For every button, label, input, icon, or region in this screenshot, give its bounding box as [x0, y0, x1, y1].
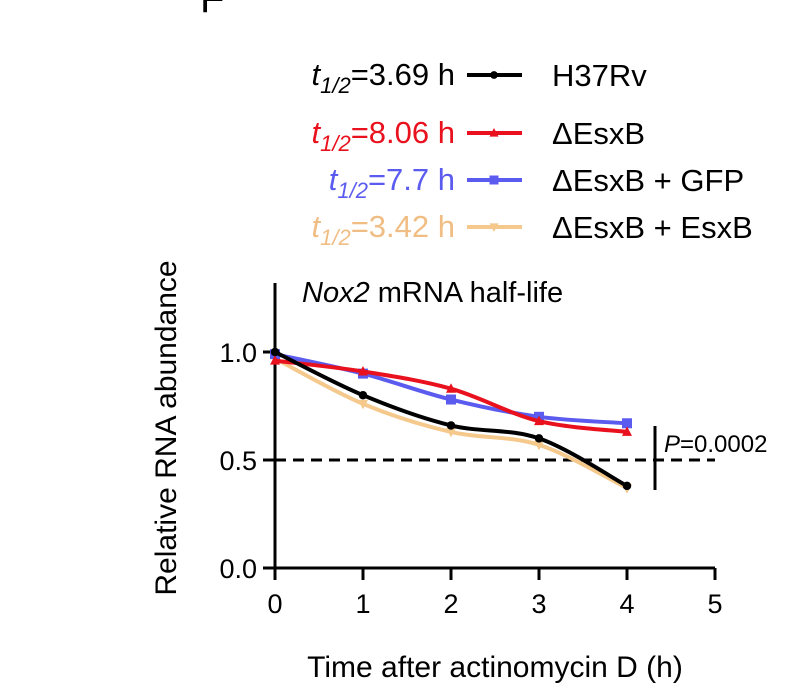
legend-half-life: t1/2=7.7 h: [329, 162, 455, 203]
axes: 0 1 2 3 4 5 0.0 0.5 1.0: [219, 283, 723, 619]
plot-title-rest: mRNA half-life: [370, 277, 563, 309]
half-life-sub: 1/2: [337, 178, 368, 203]
legend-label: ΔEsxB: [552, 116, 645, 151]
y-axis-label: Relative RNA abundance: [150, 260, 183, 595]
data-point: [446, 383, 456, 393]
legend-marker: [489, 223, 499, 232]
x-tick-label: 1: [355, 589, 370, 619]
data-point: [446, 427, 456, 438]
legend-half-life: t1/2=3.69 h: [311, 57, 455, 98]
legend-entry-1: t1/2=8.06 h ΔEsxB: [311, 115, 645, 156]
half-life-value: =3.42 h: [351, 209, 455, 244]
p-value-annotation: P=0.0002: [664, 431, 767, 458]
data-point: [270, 355, 280, 365]
x-tick-label: 4: [619, 589, 634, 619]
data-point: [534, 434, 544, 443]
half-life-sub: 1/2: [320, 225, 351, 250]
data-point: [622, 481, 632, 491]
legend-half-life: t1/2=8.06 h: [311, 115, 455, 156]
data-point: [622, 418, 632, 429]
half-life-sub: 1/2: [320, 131, 351, 156]
half-life-value: =3.69 h: [351, 57, 455, 92]
panel-letter: F: [200, 0, 224, 21]
legend-entry-0: t1/2=3.69 h H37Rv: [311, 57, 647, 98]
data-point: [446, 421, 456, 430]
half-life-value: =7.7 h: [368, 162, 455, 197]
half-life-t: t: [311, 209, 321, 244]
legend-label: ΔEsxB + EsxB: [552, 210, 753, 245]
data-point: [358, 390, 368, 400]
legend-half-life: t1/2=3.42 h: [311, 209, 455, 250]
data-point: [446, 394, 456, 405]
half-life-t: t: [311, 115, 321, 150]
legend-label: H37Rv: [552, 58, 647, 93]
plot-title-italic: Nox2: [302, 277, 370, 309]
legend-label: ΔEsxB + GFP: [552, 163, 744, 198]
x-tick-label: 0: [267, 589, 282, 619]
x-axis-label: Time after actinomycin D (h): [307, 651, 683, 684]
y-tick-label: 0.5: [219, 446, 257, 476]
half-life-sub: 1/2: [320, 73, 351, 98]
data-point: [534, 415, 544, 426]
p-value-italic: P: [664, 431, 680, 458]
legend-marker: [490, 71, 498, 79]
legend-marker: [489, 175, 499, 185]
data-point: [358, 365, 368, 376]
plot-title: Nox2 mRNA half-life: [302, 277, 563, 309]
y-tick-label: 0.0: [219, 554, 257, 584]
legend-marker: [489, 128, 499, 137]
series-1: [270, 355, 632, 436]
series-group: [270, 347, 632, 494]
x-tick-label: 3: [531, 589, 546, 619]
series-0: [270, 347, 632, 491]
x-tick-label: 2: [443, 589, 458, 619]
data-point: [534, 440, 544, 451]
legend-entry-3: t1/2=3.42 h ΔEsxB + EsxB: [311, 209, 752, 250]
p-value-rest: =0.0002: [680, 431, 767, 458]
half-life-t: t: [329, 162, 339, 197]
data-point: [622, 426, 632, 436]
x-tick-label: 5: [707, 589, 722, 619]
data-point: [270, 347, 280, 357]
y-tick-label: 1.0: [219, 338, 257, 368]
half-life-value: =8.06 h: [351, 115, 455, 150]
legend-entry-2: t1/2=7.7 h ΔEsxB + GFP: [329, 162, 744, 203]
half-life-t: t: [311, 57, 321, 92]
data-point: [358, 399, 368, 410]
